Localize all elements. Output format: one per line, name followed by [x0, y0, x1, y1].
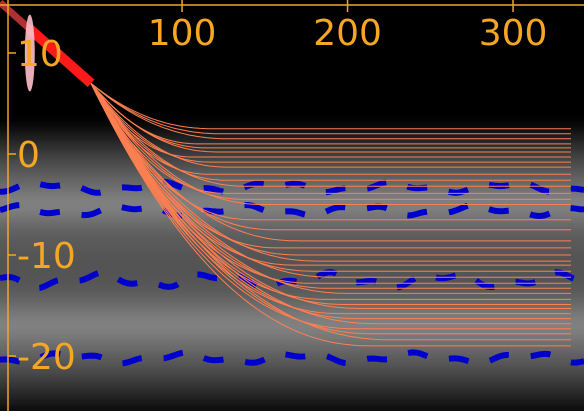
trajectory-line: [90, 83, 571, 335]
y-tick-label-neg10: -10: [17, 236, 76, 277]
trajectory-line: [90, 83, 571, 221]
initial-segment: [0, 0, 95, 92]
uncertainty-ellipse: [24, 14, 35, 92]
trajectory-line: [90, 83, 571, 187]
trajectory-line: [90, 83, 571, 320]
trajectory-line: [90, 83, 571, 305]
trajectory-line: [90, 82, 571, 149]
trajectory-line: [90, 83, 571, 309]
initial-segment-bright: [25, 24, 95, 88]
trajectory-line: [90, 82, 571, 130]
dashed-band-line: [0, 201, 584, 220]
trajectory-line: [90, 83, 571, 181]
trajectory-line: [90, 82, 571, 140]
trajectory-line: [90, 83, 571, 315]
trajectory-line: [90, 83, 571, 242]
y-tick-label-10: 10: [17, 34, 63, 75]
dashed-band-line: [0, 349, 584, 367]
trajectory-line: [90, 83, 571, 294]
x-tick-label-200: 200: [313, 13, 382, 54]
y-tick-label-neg20: -20: [17, 337, 76, 378]
dashed-band-lines: [0, 178, 584, 367]
trajectory-line: [90, 83, 571, 341]
trajectory-line: [90, 83, 571, 300]
dashed-band-line: [0, 178, 584, 196]
trajectory-line: [90, 83, 571, 231]
initial-segment-dark: [0, 0, 32, 31]
trajectory-line: [90, 83, 571, 200]
trajectory-line: [90, 83, 571, 347]
x-tick-label-100: 100: [148, 13, 217, 54]
trajectory-line: [90, 83, 571, 249]
density-band: [0, 233, 584, 411]
trajectory-line: [90, 83, 571, 205]
x-tick-label-300: 300: [479, 13, 548, 54]
trajectory-line: [90, 83, 571, 168]
trajectory-line: [90, 82, 571, 145]
trajectory-line: [90, 83, 571, 256]
trajectory-line: [90, 83, 571, 278]
trajectory-lines: [90, 82, 571, 347]
y-tick-label-0: 0: [17, 135, 40, 176]
dashed-band-line: [0, 269, 584, 292]
trajectory-line: [90, 82, 571, 135]
trajectory-line: [90, 83, 571, 330]
trajectory-line: [90, 82, 571, 153]
trajectory-line: [90, 83, 571, 262]
trajectory-line: [90, 83, 571, 194]
density-background: [0, 120, 584, 411]
trajectory-line: [90, 83, 571, 325]
